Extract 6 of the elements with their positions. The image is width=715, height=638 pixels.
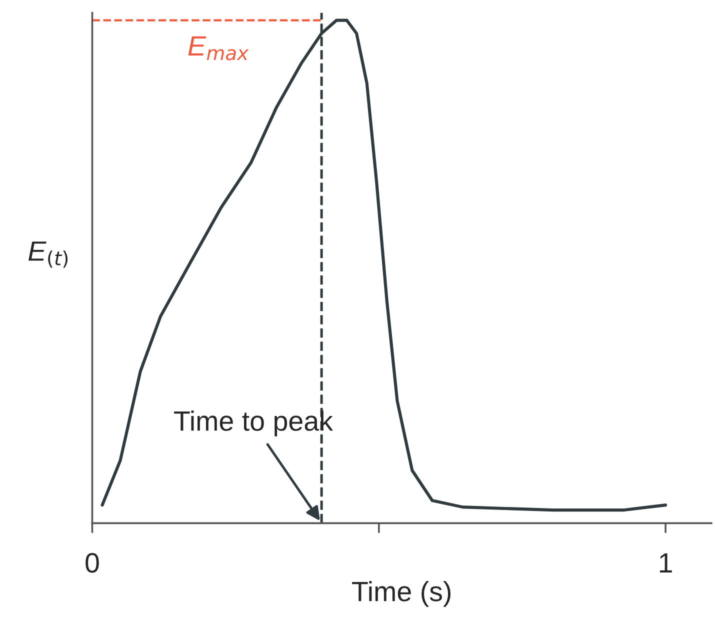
x-axis-title: Time (s): [352, 581, 451, 607]
ref-line-label: E$_{max}$: [188, 36, 249, 60]
x-tick-label: 0: [86, 553, 99, 573]
y-axis-title: E$_{(t)}$: [28, 242, 68, 268]
x-tick-label: 1: [660, 553, 672, 572]
annotation: Time to peak: [174, 410, 334, 436]
